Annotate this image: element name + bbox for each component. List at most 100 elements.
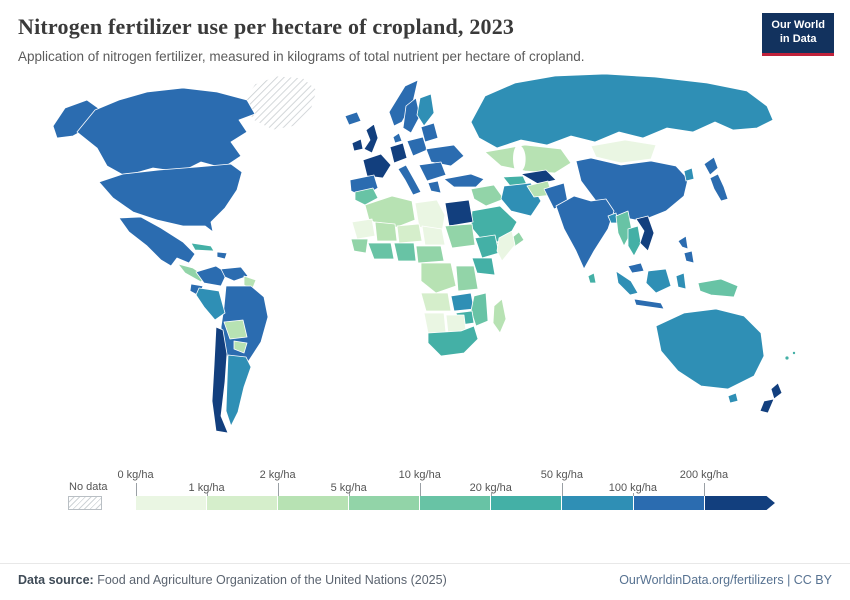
region-philippines-north[interactable] [677,235,689,250]
region-nigeria[interactable] [393,242,417,262]
caspian-sea [513,144,526,173]
region-ethiopia[interactable] [474,234,500,259]
region-argentina[interactable] [225,354,252,427]
region-germany[interactable] [389,142,408,164]
region-drc[interactable] [420,262,457,294]
region-tanzania[interactable] [455,265,479,292]
legend-segment[interactable] [562,496,634,510]
region-western-sahara[interactable] [351,218,376,240]
region-madagascar[interactable] [492,298,507,334]
legend-segment-arrow[interactable] [704,496,775,510]
region-kazakhstan[interactable] [484,144,572,174]
legend-tick-label: 2 kg/ha [259,469,296,481]
region-japan-north[interactable] [703,156,719,176]
region-hispaniola[interactable] [216,251,228,260]
owid-logo-line2: in Data [779,33,817,46]
region-kenya[interactable] [471,257,496,276]
region-finland[interactable] [416,93,435,127]
region-colombia[interactable] [195,265,228,287]
legend-segment[interactable] [491,496,563,510]
legend-segment[interactable] [135,496,207,510]
region-philippines-south[interactable] [683,250,695,264]
region-paraguay[interactable] [233,340,248,354]
region-malaysia[interactable] [627,262,645,274]
region-thailand[interactable] [627,225,642,257]
legend-color-bar [135,496,775,510]
region-syria-iraq[interactable] [470,184,505,207]
legend-segment[interactable] [277,496,349,510]
region-west-africa-coast[interactable] [367,242,395,260]
region-usa[interactable] [98,163,243,233]
region-mali[interactable] [374,221,398,242]
region-poland[interactable] [406,136,428,157]
region-australia[interactable] [655,308,765,390]
region-ukraine[interactable] [425,144,465,167]
region-zambia[interactable] [450,292,475,312]
region-uzbekistan[interactable] [520,169,557,185]
legend-tick-label: 0 kg/ha [117,469,154,481]
legend-tick-mark [135,483,137,496]
region-tasmania[interactable] [727,392,739,404]
region-baltics[interactable] [420,122,439,143]
region-sri-lanka[interactable] [587,272,597,284]
region-mozambique[interactable] [470,292,489,327]
region-new-zealand-north[interactable] [770,382,783,400]
region-canada[interactable] [76,87,256,177]
map-legend: No data 0 kg/ha 1 kg/ha 2 kg/ha 5 kg/ha … [68,469,775,510]
region-peru[interactable] [195,287,226,321]
owid-logo[interactable]: Our World in Data [762,13,834,56]
region-turkey[interactable] [443,173,485,188]
legend-segment[interactable] [633,496,705,510]
legend-segment[interactable] [349,496,421,510]
region-greece[interactable] [427,180,442,194]
region-borneo[interactable] [645,268,672,294]
region-senegal-guinea[interactable] [350,238,369,254]
region-denmark[interactable] [392,132,403,144]
no-data-swatch[interactable] [68,496,102,510]
region-venezuela[interactable] [220,266,249,282]
region-balkans[interactable] [418,161,447,182]
world-map-container [15,70,835,465]
region-india[interactable] [555,195,615,270]
region-japan-south[interactable] [709,173,729,202]
region-vietnam[interactable] [635,215,655,252]
region-mongolia[interactable] [590,139,657,164]
region-sweden[interactable] [402,97,421,134]
region-fiji[interactable] [792,350,797,355]
region-chile[interactable] [211,326,229,434]
region-uk[interactable] [363,123,379,154]
region-somalia[interactable] [496,230,516,262]
owid-logo-line1: Our World [771,19,825,31]
region-sudan[interactable] [444,223,476,249]
region-cameroon-car[interactable] [415,245,445,264]
region-france[interactable] [362,153,392,179]
region-morocco[interactable] [354,187,379,206]
region-mexico[interactable] [118,216,196,267]
legend-segment[interactable] [206,496,278,510]
region-italy[interactable] [397,164,422,196]
region-ireland[interactable] [351,138,364,152]
legend-tick-mark [348,493,350,496]
region-cuba[interactable] [190,242,215,252]
region-sulawesi[interactable] [675,272,687,290]
region-fiji[interactable] [784,355,790,361]
region-new-zealand-south[interactable] [759,398,775,414]
region-south-africa[interactable] [427,325,479,357]
owid-credit-link[interactable]: OurWorldinData.org/fertilizers | CC BY [619,573,832,587]
region-niger[interactable] [396,223,423,244]
region-angola[interactable] [420,292,452,312]
region-namibia[interactable] [423,312,447,334]
region-russia[interactable] [470,73,774,149]
region-bolivia[interactable] [223,319,248,340]
region-sumatra[interactable] [615,270,639,296]
legend-segment[interactable] [420,496,492,510]
region-chad[interactable] [421,225,446,246]
no-data-label: No data [69,481,108,493]
region-iceland[interactable] [344,111,362,126]
region-java[interactable] [633,298,665,310]
region-egypt[interactable] [444,199,474,227]
region-korea[interactable] [683,167,695,182]
region-libya[interactable] [414,199,446,233]
region-greenland[interactable] [242,75,318,131]
region-new-guinea[interactable] [697,278,739,298]
